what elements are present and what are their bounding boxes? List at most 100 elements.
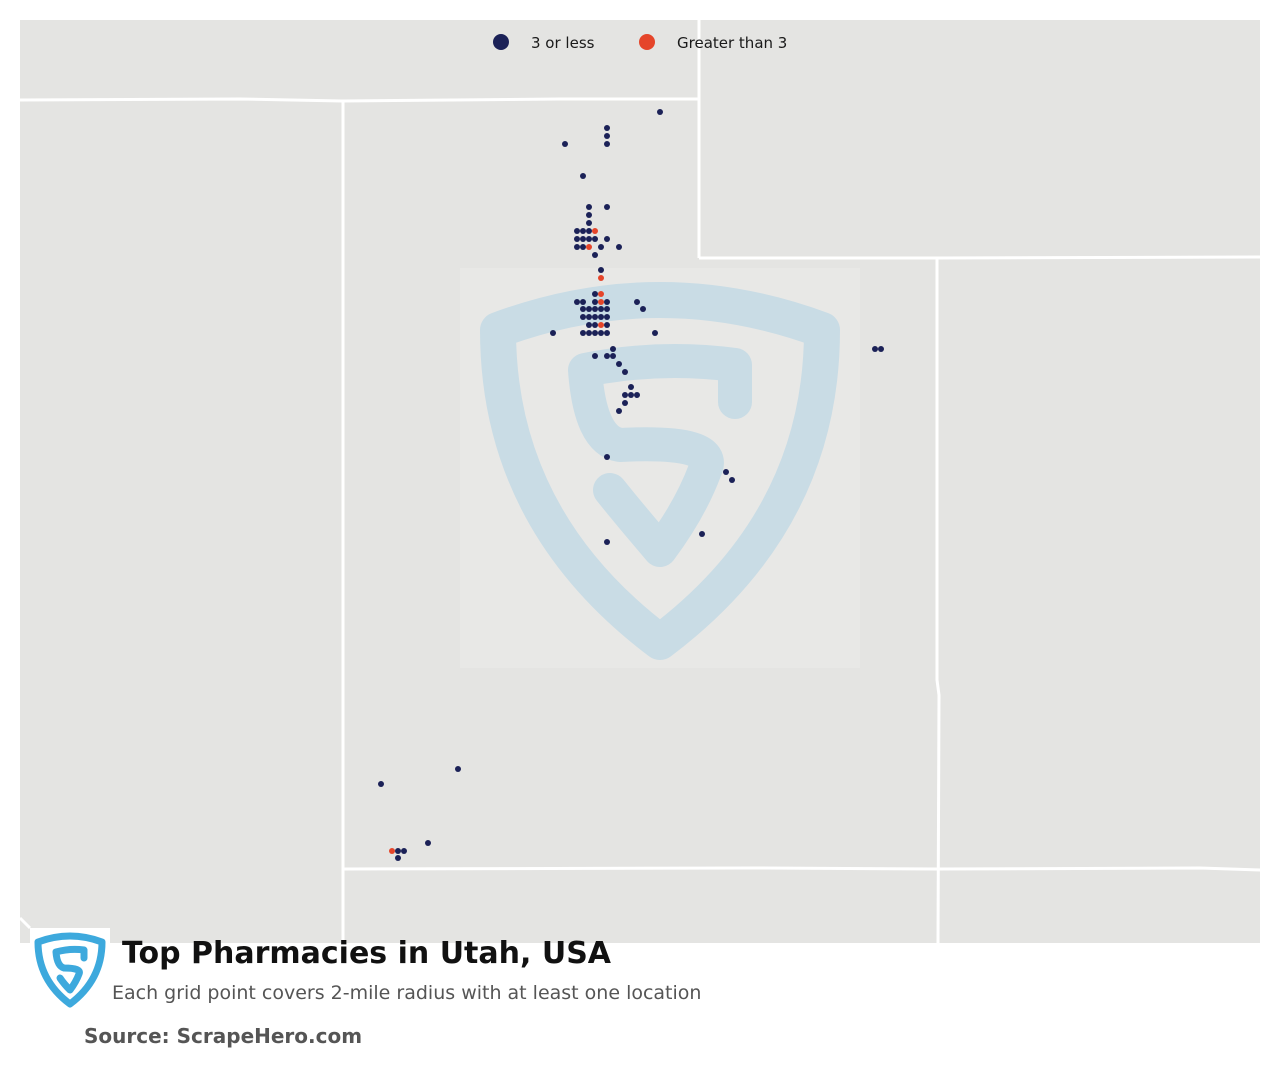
location-point-high [598, 322, 604, 328]
location-point-low [604, 353, 610, 359]
border-utah-south [341, 866, 1261, 872]
location-point-low [586, 236, 592, 242]
location-point-low [586, 330, 592, 336]
location-point-low [395, 855, 401, 861]
location-point-high [389, 848, 395, 854]
location-point-low [586, 220, 592, 226]
location-point-low [592, 314, 598, 320]
location-point-low [586, 306, 592, 312]
location-point-low [634, 299, 640, 305]
location-point-low [604, 299, 610, 305]
location-point-low [592, 330, 598, 336]
location-point-high [598, 291, 604, 297]
scrapehero-shield-logo [30, 928, 110, 1010]
legend-label-high: Greater than 3 [677, 34, 787, 52]
page-subtitle: Each grid point covers 2-mile radius wit… [112, 982, 702, 1004]
location-point-low [622, 392, 628, 398]
location-point-low [586, 204, 592, 210]
location-point-low [723, 469, 729, 475]
location-point-low [580, 228, 586, 234]
location-point-low [872, 346, 878, 352]
legend: 3 or less Greater than 3 [493, 34, 787, 52]
location-point-low [604, 133, 610, 139]
location-point-low [604, 539, 610, 545]
border-wyoming-south [699, 255, 1261, 260]
location-point-low [592, 353, 598, 359]
location-point-high [592, 228, 598, 234]
border-nevada-corner [18, 916, 32, 930]
location-point-low [586, 314, 592, 320]
location-point-low [425, 840, 431, 846]
location-point-low [592, 236, 598, 242]
location-point-low [657, 109, 663, 115]
location-point-low [598, 330, 604, 336]
location-point-low [616, 244, 622, 250]
location-point-low [586, 228, 592, 234]
location-point-low [699, 531, 705, 537]
legend-marker-low [493, 34, 509, 50]
location-point-low [604, 322, 610, 328]
location-point-low [574, 244, 580, 250]
location-point-low [580, 244, 586, 250]
border-utah-east [935, 258, 941, 944]
legend-label-low: 3 or less [531, 34, 595, 52]
location-point-low [604, 454, 610, 460]
location-point-low [598, 267, 604, 273]
state-borders [18, 20, 1261, 944]
location-point-high [598, 275, 604, 281]
location-point-low [455, 766, 461, 772]
location-point-low [580, 173, 586, 179]
location-point-low [604, 314, 610, 320]
location-point-low [592, 252, 598, 258]
page-title: Top Pharmacies in Utah, USA [122, 936, 612, 971]
location-point-low [378, 781, 384, 787]
location-point-low [550, 330, 556, 336]
location-point-high [598, 299, 604, 305]
location-points [378, 109, 884, 861]
location-point-low [580, 299, 586, 305]
location-point-low [562, 141, 568, 147]
location-point-low [604, 236, 610, 242]
location-point-low [604, 330, 610, 336]
legend-marker-high [639, 34, 655, 50]
location-point-low [622, 369, 628, 375]
location-point-low [604, 125, 610, 131]
location-point-low [628, 384, 634, 390]
location-point-low [616, 408, 622, 414]
scrapehero-watermark [480, 282, 840, 660]
location-point-low [395, 848, 401, 854]
location-point-low [580, 314, 586, 320]
location-point-low [878, 346, 884, 352]
location-point-high [586, 244, 592, 250]
location-point-low [604, 141, 610, 147]
location-point-low [598, 244, 604, 250]
source-credit: Source: ScrapeHero.com [84, 1024, 363, 1048]
location-point-low [729, 477, 735, 483]
location-point-low [401, 848, 407, 854]
location-point-low [604, 306, 610, 312]
location-point-low [652, 330, 658, 336]
location-point-low [634, 392, 640, 398]
location-point-low [592, 299, 598, 305]
location-point-low [586, 322, 592, 328]
location-point-low [592, 306, 598, 312]
location-point-low [574, 228, 580, 234]
location-point-low [574, 236, 580, 242]
location-point-low [598, 306, 604, 312]
location-point-low [598, 314, 604, 320]
location-point-low [616, 361, 622, 367]
location-point-low [610, 346, 616, 352]
location-point-low [592, 291, 598, 297]
location-point-low [622, 400, 628, 406]
location-point-low [628, 392, 634, 398]
location-point-low [604, 204, 610, 210]
location-point-low [640, 306, 646, 312]
location-point-low [580, 306, 586, 312]
location-point-low [586, 212, 592, 218]
location-point-low [592, 322, 598, 328]
location-point-low [580, 330, 586, 336]
location-point-low [610, 353, 616, 359]
location-point-low [574, 299, 580, 305]
